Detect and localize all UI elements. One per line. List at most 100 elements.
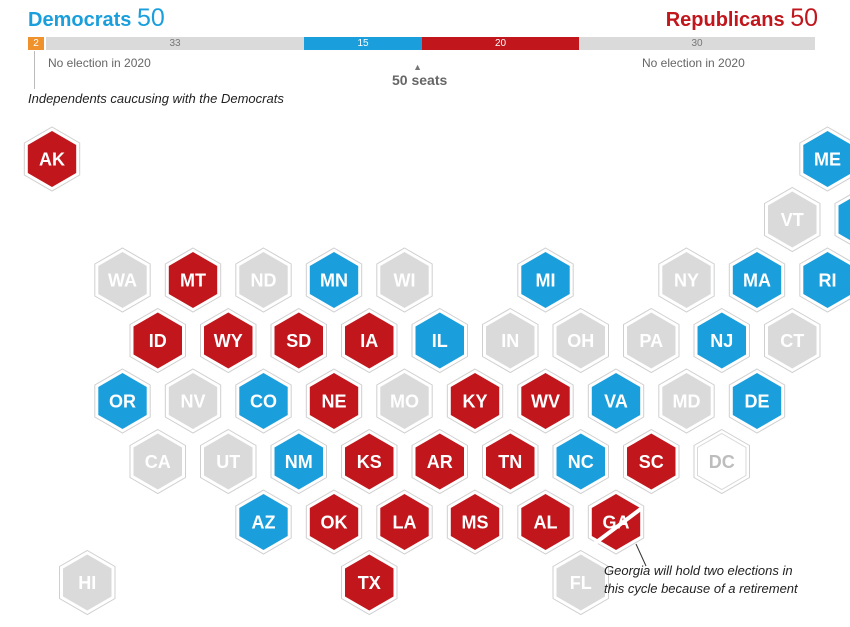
left-no-election-note: No election in 2020 bbox=[48, 56, 151, 70]
state-hex-fill bbox=[768, 312, 817, 369]
state-hex-tn: TN bbox=[482, 428, 539, 495]
state-hex-wv: WV bbox=[517, 368, 574, 434]
state-hex-fill bbox=[803, 252, 850, 308]
state-hex-ny: NY bbox=[658, 247, 715, 313]
state-label-ri: RI bbox=[819, 271, 837, 291]
seat-bar: 2 33 15 20 30 bbox=[28, 37, 815, 50]
state-label-oh: OH bbox=[567, 331, 594, 351]
democrats-header: Democrats 50 bbox=[28, 4, 165, 33]
state-hex-fill bbox=[627, 433, 676, 490]
state-label-mt: MT bbox=[180, 271, 206, 291]
state-label-ar: AR bbox=[427, 452, 453, 472]
state-hex-fill bbox=[133, 312, 182, 369]
state-hex-tx: TX bbox=[341, 549, 398, 616]
state-label-ms: MS bbox=[462, 513, 489, 533]
state-label-ak: AK bbox=[39, 150, 65, 170]
state-hex-la: LA bbox=[376, 489, 433, 555]
state-hex-fill bbox=[309, 252, 359, 308]
majority-marker-triangle-icon: ▲ bbox=[413, 62, 423, 72]
state-label-md: MD bbox=[673, 392, 701, 412]
state-label-fl: FL bbox=[570, 573, 592, 593]
state-label-wv: WV bbox=[531, 392, 560, 412]
state-hex-vt: VT bbox=[764, 186, 821, 253]
state-label-ca: CA bbox=[145, 452, 171, 472]
state-hex-fill bbox=[204, 433, 253, 490]
state-hex-fill bbox=[239, 494, 288, 550]
state-hex-or: OR bbox=[94, 368, 151, 434]
state-hex-va: VA bbox=[587, 368, 645, 434]
seat-bar-dem-up: 15 bbox=[304, 37, 422, 50]
state-hex-fill bbox=[662, 252, 711, 308]
state-label-la: LA bbox=[393, 513, 417, 533]
state-hex-fill bbox=[239, 252, 288, 308]
state-hex-fill bbox=[274, 312, 323, 369]
state-hex-fill bbox=[732, 373, 782, 429]
majority-marker-label: ▲ 50 seats bbox=[392, 63, 447, 89]
state-hex-sd: SD bbox=[270, 307, 327, 374]
seat-bar-rep-no-election: 30 bbox=[579, 37, 815, 50]
state-hex-mn: MN bbox=[305, 247, 363, 313]
state-hex-fill bbox=[591, 373, 641, 429]
state-hex-fill bbox=[768, 191, 817, 248]
state-hex-oh: OH bbox=[552, 307, 609, 374]
state-hex-mt: MT bbox=[164, 247, 222, 313]
state-label-ne: NE bbox=[321, 392, 346, 412]
state-hex-fill bbox=[521, 252, 570, 308]
state-hex-nd: ND bbox=[235, 247, 292, 313]
seat-bar-rep-up: 20 bbox=[422, 37, 579, 50]
state-label-mn: MN bbox=[320, 271, 348, 291]
state-hex-fill bbox=[627, 312, 676, 369]
state-hex-fill bbox=[168, 373, 218, 429]
state-hex-wa: WA bbox=[94, 247, 151, 313]
state-label-tx: TX bbox=[358, 573, 381, 593]
state-hex-wi: WI bbox=[376, 247, 433, 313]
state-hex-fill bbox=[27, 131, 77, 187]
state-label-ut: UT bbox=[216, 452, 240, 472]
state-hex-fill bbox=[450, 373, 500, 429]
state-label-wi: WI bbox=[394, 271, 416, 291]
state-hex-nh: NH bbox=[834, 194, 850, 245]
state-label-il: IL bbox=[432, 331, 448, 351]
state-label-dc: DC bbox=[709, 452, 735, 472]
republicans-count: 50 bbox=[790, 4, 818, 32]
state-hex-id: ID bbox=[129, 307, 186, 374]
state-hex-fill bbox=[345, 554, 394, 611]
state-hex-fill bbox=[697, 312, 746, 369]
democrats-count: 50 bbox=[136, 4, 165, 32]
state-hex-fill bbox=[521, 373, 570, 429]
state-hex-fill bbox=[309, 373, 359, 429]
state-hex-fill bbox=[556, 312, 605, 369]
seat-bar-independents: 2 bbox=[28, 37, 44, 50]
georgia-split-line bbox=[592, 506, 644, 546]
state-hex-fill bbox=[486, 433, 535, 490]
state-hex-fill bbox=[556, 554, 605, 611]
state-hex-de: DE bbox=[728, 368, 786, 434]
state-hex-sc: SC bbox=[623, 428, 680, 495]
state-label-ks: KS bbox=[357, 452, 382, 472]
state-label-mo: MO bbox=[390, 392, 419, 412]
state-label-vt: VT bbox=[781, 210, 804, 230]
state-hex-fl: FL bbox=[552, 549, 609, 616]
state-label-ct: CT bbox=[780, 331, 804, 351]
state-hex-fill bbox=[380, 252, 429, 308]
state-hex-fill bbox=[662, 373, 711, 429]
state-hex-fill bbox=[204, 312, 253, 369]
independents-caption: Independents caucusing with the Democrat… bbox=[28, 91, 284, 106]
state-hex-az: AZ bbox=[235, 489, 292, 555]
state-hex-ga: GA bbox=[587, 489, 645, 555]
state-label-wa: WA bbox=[108, 271, 137, 291]
state-hex-fill bbox=[239, 373, 288, 429]
state-hex-fill bbox=[450, 494, 500, 550]
state-hex-ky: KY bbox=[446, 368, 504, 434]
independents-leader-line bbox=[34, 51, 35, 89]
state-hex-fill bbox=[133, 433, 182, 490]
state-hex-fill bbox=[274, 433, 323, 490]
state-hex-ca: CA bbox=[129, 428, 186, 495]
state-hex-fill bbox=[345, 312, 394, 369]
state-hex-ma: MA bbox=[728, 247, 786, 313]
state-label-ok: OK bbox=[321, 513, 348, 533]
state-hex-fill bbox=[486, 312, 535, 369]
state-hex-ia: IA bbox=[341, 307, 398, 374]
georgia-note: Georgia will hold two elections in this … bbox=[604, 562, 798, 598]
